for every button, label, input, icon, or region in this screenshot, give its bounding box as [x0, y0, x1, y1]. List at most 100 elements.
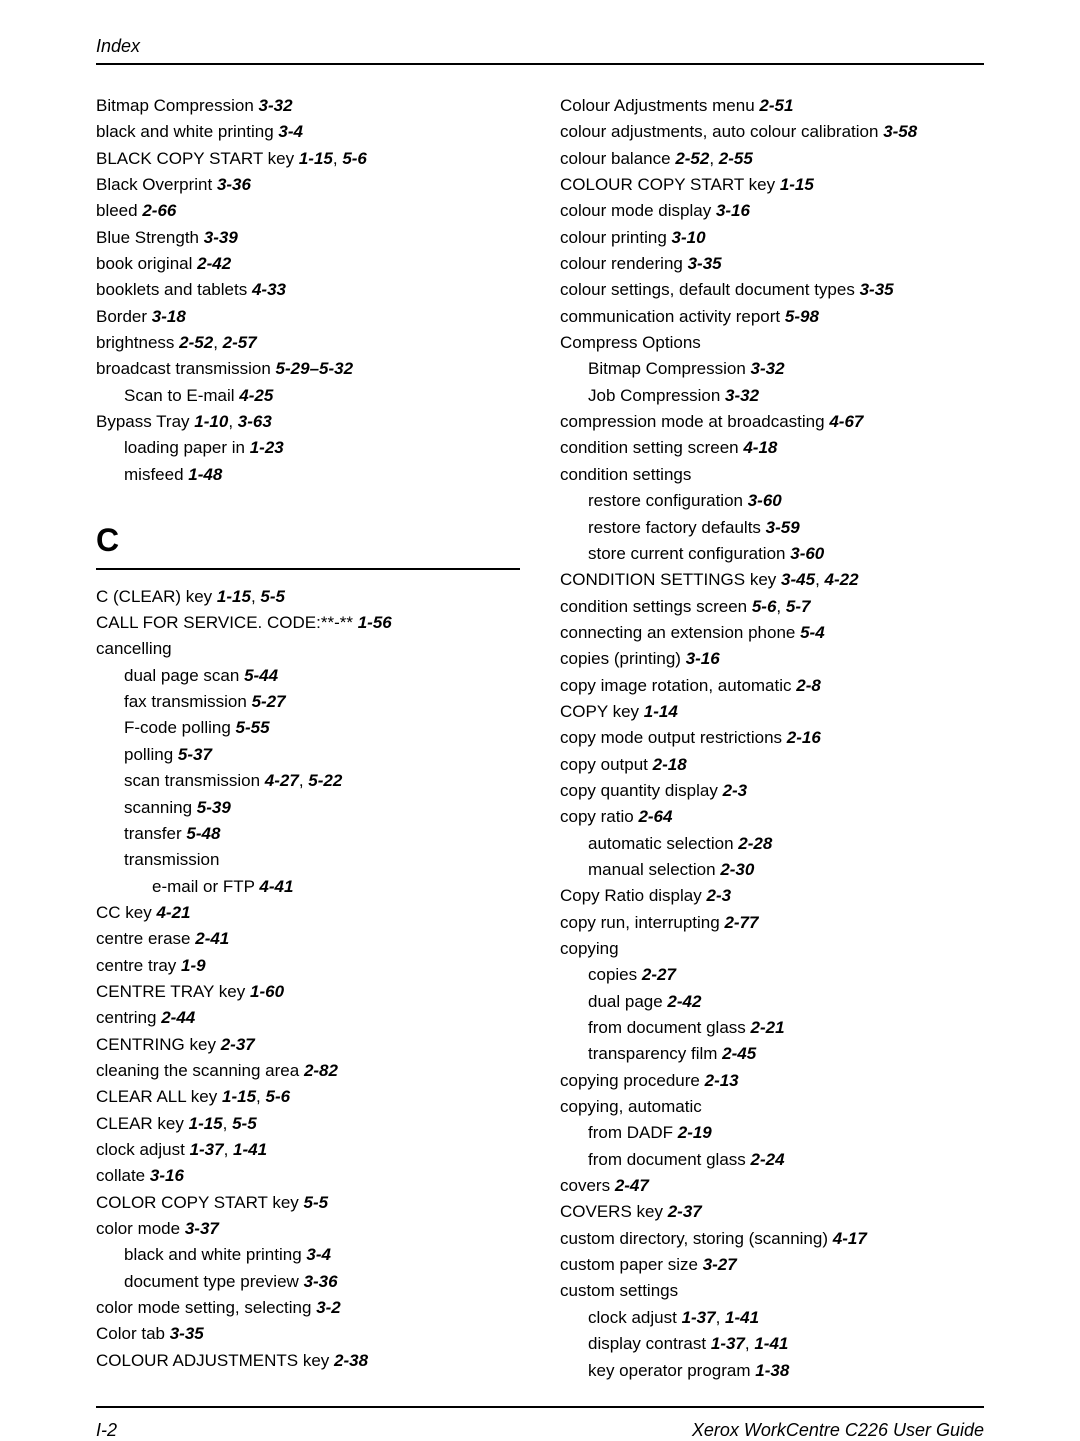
index-entry: copy output 2-18: [560, 752, 984, 778]
entry-ref: 2-38: [334, 1351, 368, 1370]
entry-ref: 3-4: [306, 1245, 331, 1264]
entry-text: manual selection: [588, 860, 716, 879]
entry-text: custom settings: [560, 1281, 678, 1300]
entry-ref: 2-44: [161, 1008, 195, 1027]
entry-ref: 1-9: [181, 956, 206, 975]
index-entry: COLOR COPY START key 5-5: [96, 1190, 520, 1216]
entry-ref: 4-67: [829, 412, 863, 431]
entry-text: colour mode display: [560, 201, 711, 220]
entry-ref: 5-6: [752, 597, 777, 616]
entry-text: fax transmission: [124, 692, 247, 711]
index-entry: CC key 4-21: [96, 900, 520, 926]
entry-ref: 1-37: [682, 1308, 716, 1327]
entry-text: polling: [124, 745, 173, 764]
entry-ref: 5-6: [342, 149, 367, 168]
entry-ref: 3-32: [259, 96, 293, 115]
index-entry: colour settings, default document types …: [560, 277, 984, 303]
index-entry: cleaning the scanning area 2-82: [96, 1058, 520, 1084]
entry-ref: 1-60: [250, 982, 284, 1001]
index-entry: Bypass Tray 1-10, 3-63: [96, 409, 520, 435]
entry-ref: 4-21: [156, 903, 190, 922]
entry-text: copies (printing): [560, 649, 681, 668]
entry-ref: 2-28: [738, 834, 772, 853]
entry-ref: 4-25: [239, 386, 273, 405]
entry-ref: 3-60: [748, 491, 782, 510]
entry-ref: 3-58: [883, 122, 917, 141]
entry-ref: 2-27: [642, 965, 676, 984]
entry-text: compression mode at broadcasting: [560, 412, 825, 431]
entry-text: copies: [588, 965, 637, 984]
index-entry: collate 3-16: [96, 1163, 520, 1189]
entry-text: brightness: [96, 333, 174, 352]
section-rule: [96, 568, 520, 570]
entry-text: covers: [560, 1176, 610, 1195]
entry-text: loading paper in: [124, 438, 245, 457]
entry-text: from document glass: [588, 1018, 746, 1037]
entry-text: copying procedure: [560, 1071, 700, 1090]
entry-ref: 2-55: [719, 149, 753, 168]
entry-text: connecting an extension phone: [560, 623, 795, 642]
entry-ref: 5-37: [178, 745, 212, 764]
entry-text: black and white printing: [96, 122, 274, 141]
index-entry: brightness 2-52, 2-57: [96, 330, 520, 356]
index-entry: copying, automatic: [560, 1094, 984, 1120]
entry-ref: 3-10: [672, 228, 706, 247]
index-entry: colour balance 2-52, 2-55: [560, 146, 984, 172]
entry-text: Bitmap Compression: [588, 359, 746, 378]
entry-text: Black Overprint: [96, 175, 212, 194]
index-entry: black and white printing 3-4: [96, 1242, 520, 1268]
entry-text: store current configuration: [588, 544, 786, 563]
entry-text: Bitmap Compression: [96, 96, 254, 115]
left-column: Bitmap Compression 3-32 black and white p…: [96, 93, 520, 1384]
entry-text: document type preview: [124, 1272, 299, 1291]
entry-ref: 2-51: [759, 96, 793, 115]
index-entry: black and white printing 3-4: [96, 119, 520, 145]
entry-ref: 5-98: [785, 307, 819, 326]
entry-ref: 2-57: [223, 333, 257, 352]
entry-text: COLOR COPY START key: [96, 1193, 299, 1212]
entry-ref: 5-4: [800, 623, 825, 642]
entry-ref: 1-41: [233, 1140, 267, 1159]
entry-text: transmission: [124, 850, 219, 869]
index-entry: CLEAR key 1-15, 5-5: [96, 1111, 520, 1137]
entry-ref: 2-82: [304, 1061, 338, 1080]
entry-ref: 2-19: [678, 1123, 712, 1142]
index-entry: copy quantity display 2-3: [560, 778, 984, 804]
entry-ref: 3-4: [278, 122, 303, 141]
index-entry: Copy Ratio display 2-3: [560, 883, 984, 909]
entry-ref: 5-44: [244, 666, 278, 685]
index-entry: transparency film 2-45: [560, 1041, 984, 1067]
index-entry: CALL FOR SERVICE. CODE:**-** 1-56: [96, 610, 520, 636]
entry-text: key operator program: [588, 1361, 751, 1380]
index-entry: custom settings: [560, 1278, 984, 1304]
entry-text: Copy Ratio display: [560, 886, 702, 905]
entry-text: copying: [560, 939, 619, 958]
index-entry: compression mode at broadcasting 4-67: [560, 409, 984, 435]
entry-ref: 2-52: [675, 149, 709, 168]
index-entry: dual page 2-42: [560, 989, 984, 1015]
entry-ref: 3-59: [766, 518, 800, 537]
index-entry: centring 2-44: [96, 1005, 520, 1031]
entry-text: display contrast: [588, 1334, 706, 1353]
entry-text: COLOUR COPY START key: [560, 175, 775, 194]
right-column: Colour Adjustments menu 2-51colour adjus…: [560, 93, 984, 1384]
index-entry: COLOUR ADJUSTMENTS key 2-38: [96, 1348, 520, 1374]
entry-ref: 1-10: [194, 412, 228, 431]
index-entry: from document glass 2-21: [560, 1015, 984, 1041]
entry-text: F-code polling: [124, 718, 231, 737]
index-entry: loading paper in 1-23: [96, 435, 520, 461]
entry-text: centring: [96, 1008, 156, 1027]
index-entry: CONDITION SETTINGS key 3-45, 4-22: [560, 567, 984, 593]
entry-text: COVERS key: [560, 1202, 663, 1221]
entry-text: scanning: [124, 798, 192, 817]
entry-text: copy mode output restrictions: [560, 728, 782, 747]
entry-text: centre tray: [96, 956, 176, 975]
entry-ref: 5-5: [232, 1114, 257, 1133]
entry-text: Colour Adjustments menu: [560, 96, 755, 115]
entry-ref: 1-15: [299, 149, 333, 168]
index-entry: Bitmap Compression 3-32: [560, 356, 984, 382]
index-entry: copies 2-27: [560, 962, 984, 988]
entry-text: misfeed: [124, 465, 184, 484]
entry-text: from document glass: [588, 1150, 746, 1169]
entry-ref: 4-22: [825, 570, 859, 589]
